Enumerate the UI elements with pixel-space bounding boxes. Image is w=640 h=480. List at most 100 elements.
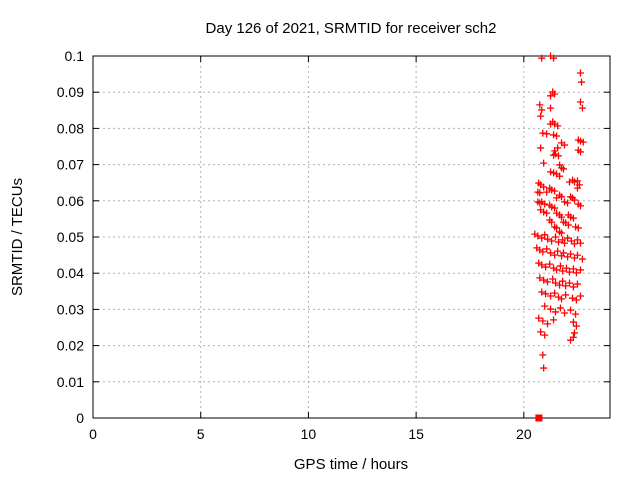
scatter-point (569, 214, 577, 222)
scatter-point (537, 144, 545, 152)
scatter-point (544, 235, 552, 243)
y-tick-label: 0.04 (57, 265, 84, 281)
y-axis-label: SRMTID / TECUs (9, 178, 26, 296)
scatter-point (551, 187, 559, 195)
scatter-point (561, 309, 569, 317)
scatter-point (551, 147, 559, 155)
scatter-point (540, 208, 548, 216)
scatter-point (548, 203, 556, 211)
scatter-point (538, 106, 546, 114)
y-tick-label: 0.1 (65, 48, 85, 64)
scatter-point (551, 251, 559, 259)
x-tick-label: 5 (197, 426, 205, 442)
scatter-point (553, 224, 561, 232)
scatter-point (539, 317, 547, 325)
scatter-point (561, 198, 569, 206)
point-layer (531, 52, 587, 422)
y-tick-label: 0.09 (57, 84, 84, 100)
scatter-point (539, 351, 547, 359)
scatter-point (576, 148, 584, 156)
scatter-point (576, 202, 584, 210)
scatter-point (546, 260, 554, 268)
scatter-point (534, 232, 542, 240)
scatter-point (578, 104, 586, 112)
scatter-point (553, 194, 561, 202)
scatter-point (540, 364, 548, 372)
scatter-point (551, 204, 559, 212)
scatter-point (572, 269, 580, 277)
scatter-point (573, 280, 581, 288)
scatter-point (538, 234, 546, 242)
scatter-point (569, 318, 577, 326)
scatter-point (553, 132, 561, 140)
scatter-point (564, 234, 572, 242)
scatter-point (555, 238, 563, 246)
scatter-point (576, 98, 584, 106)
scatter-point (566, 268, 574, 276)
scatter-point (564, 199, 572, 207)
scatter-point (542, 290, 550, 298)
scatter-point (570, 240, 578, 248)
scatter-point (554, 122, 562, 130)
scatter-point (572, 322, 580, 330)
scatter-point (559, 277, 567, 285)
scatter-point (556, 281, 564, 289)
scatter-point (544, 320, 552, 328)
scatter-point (550, 131, 558, 139)
scatter-point (578, 255, 586, 263)
scatter-point (550, 54, 558, 62)
scatter-point (556, 262, 564, 270)
y-tick-label: 0.07 (57, 157, 84, 173)
scatter-point (535, 314, 543, 322)
scatter-point (559, 267, 567, 275)
scatter-point (541, 231, 549, 239)
plot-border (92, 55, 611, 419)
scatter-point (562, 291, 570, 299)
scatter-point (558, 229, 566, 237)
scatter-point (551, 90, 559, 98)
scatter-point (541, 302, 549, 310)
scatter-point (538, 288, 546, 296)
scatter-point (552, 279, 559, 287)
scatter-point (547, 305, 555, 313)
scatter-point (561, 239, 569, 247)
scatter-point (544, 278, 552, 286)
scatter-point (569, 294, 577, 302)
y-tick-label: 0.08 (57, 120, 84, 136)
scatter-point (551, 289, 559, 297)
scatter-point (572, 296, 580, 304)
scatter-point (537, 328, 545, 336)
scatter-point (567, 250, 575, 258)
scatter-point (548, 218, 556, 226)
scatter-point (547, 168, 555, 176)
scatter-point (540, 159, 548, 167)
scatter-point (573, 251, 581, 259)
scatter-point (572, 310, 580, 318)
scatter-point (576, 266, 584, 274)
scatter-point (573, 184, 581, 192)
scatter-point (550, 169, 558, 177)
scatter-point (576, 69, 584, 77)
scatter-point (570, 196, 578, 204)
scatter-point (564, 221, 572, 229)
scatter-point (543, 209, 551, 217)
y-tick-label: 0.01 (57, 374, 84, 390)
scatter-point (566, 279, 574, 287)
scatter-point (562, 264, 570, 272)
scatter-point (538, 54, 546, 62)
scatter-point (540, 276, 548, 284)
x-tick-label: 0 (89, 426, 97, 442)
chart-title: Day 126 of 2021, SRMTID for receiver sch… (206, 20, 497, 37)
scatter-point (550, 316, 558, 324)
y-tick-label: 0.02 (57, 338, 84, 354)
scatter-point (559, 165, 567, 173)
scatter-point (537, 112, 545, 120)
scatter-point (552, 308, 559, 316)
scatter-point (558, 295, 566, 303)
scatter-point (539, 248, 547, 256)
scatter-point (555, 152, 563, 160)
scatter-point (549, 275, 557, 283)
x-tick-label: 10 (301, 426, 317, 442)
